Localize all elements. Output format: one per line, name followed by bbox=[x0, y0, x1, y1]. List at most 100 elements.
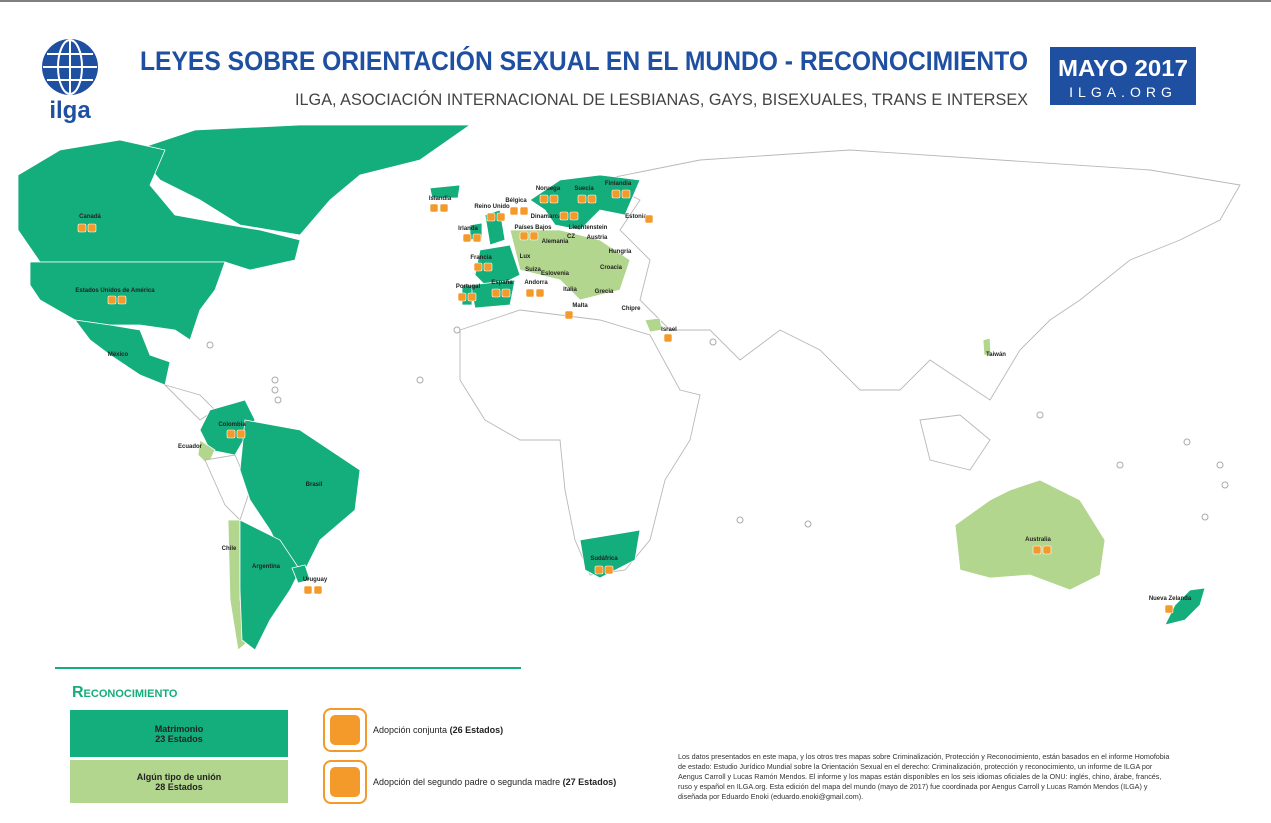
adoption-icon bbox=[529, 231, 539, 241]
adoption-icon bbox=[509, 206, 519, 216]
adoption-icon bbox=[1042, 545, 1052, 555]
adoption-icon bbox=[467, 292, 477, 302]
adoption-icons bbox=[77, 189, 1174, 614]
country-label: Lux bbox=[520, 254, 531, 260]
mexico bbox=[74, 319, 171, 386]
country-label: España bbox=[491, 280, 513, 286]
country-label: Liechtenstein bbox=[569, 225, 608, 231]
icon-count: (26 Estados) bbox=[449, 725, 504, 735]
country-label: Brasil bbox=[306, 482, 323, 488]
peru bbox=[204, 454, 251, 521]
adoption-icon bbox=[107, 295, 117, 305]
uruguay bbox=[291, 564, 311, 584]
icon-text: Adopción del segundo padre o segunda mad… bbox=[373, 777, 561, 787]
adoption-icon bbox=[519, 231, 529, 241]
adoption-icon bbox=[621, 189, 631, 199]
country-label: Irlanda bbox=[458, 226, 478, 232]
country-label: Andorra bbox=[524, 280, 548, 286]
legend-title: Reconocimiento bbox=[72, 684, 178, 701]
title: LEYES SOBRE ORIENTACIÓN SEXUAL EN EL MUN… bbox=[140, 45, 1028, 76]
country-label: Finlandia bbox=[605, 181, 632, 187]
adoption-icon bbox=[236, 429, 246, 439]
adoption-icon bbox=[525, 288, 535, 298]
adoption-icon bbox=[549, 194, 559, 204]
adoption-icon bbox=[313, 585, 323, 595]
adoption-icon bbox=[462, 233, 472, 243]
country-label: Ecuador bbox=[178, 444, 203, 450]
date: MAYO 2017 bbox=[1058, 55, 1188, 81]
country-label: Eslovenia bbox=[541, 271, 570, 277]
country-label: Suecia bbox=[574, 186, 594, 192]
country-label: Portugal bbox=[456, 284, 481, 290]
country-label: Chile bbox=[222, 546, 237, 552]
adoption-icon bbox=[559, 211, 569, 221]
argentina bbox=[239, 519, 301, 651]
adoption-icon bbox=[535, 288, 545, 298]
country-label: Sudáfrica bbox=[590, 556, 618, 562]
adoption-icon bbox=[439, 203, 449, 213]
country-label: Colombia bbox=[218, 422, 246, 428]
taiwan bbox=[982, 337, 992, 357]
legend-count: 23 Estados bbox=[155, 733, 203, 744]
country-label: Estonia bbox=[625, 214, 647, 220]
adoption-icon bbox=[483, 262, 493, 272]
country-label: México bbox=[108, 352, 129, 358]
new-zealand bbox=[1164, 587, 1206, 626]
second-parent-icon bbox=[323, 760, 367, 804]
adoption-icon bbox=[457, 292, 467, 302]
adoption-icon bbox=[594, 565, 604, 575]
adoption-icon bbox=[486, 212, 496, 222]
country-label: Países Bajos bbox=[514, 225, 552, 231]
icon-count: (27 Estados) bbox=[562, 777, 617, 787]
country-label: Malta bbox=[572, 303, 588, 309]
country-label: Dinamarca bbox=[531, 214, 562, 220]
adoption-icon bbox=[519, 206, 529, 216]
adoption-icon bbox=[473, 262, 483, 272]
country-label: Islandia bbox=[429, 196, 452, 202]
footnote: Los datos presentados en este mapa, y lo… bbox=[678, 752, 1170, 801]
date-badge bbox=[1050, 47, 1196, 105]
adoption-icon bbox=[569, 211, 579, 221]
asia bbox=[598, 149, 1241, 401]
country-label: Argentina bbox=[252, 564, 281, 570]
country-label: Austria bbox=[587, 235, 608, 241]
adoption-icon bbox=[577, 194, 587, 204]
central-europe bbox=[509, 229, 631, 301]
legend-count: 28 Estados bbox=[155, 781, 203, 792]
country-label: Noruega bbox=[536, 186, 561, 192]
icon-label: Adopción conjunta (26 Estados) bbox=[373, 725, 503, 735]
country-label: Canadá bbox=[79, 214, 101, 220]
legend-label: Algún tipo de unión bbox=[136, 771, 222, 782]
adoption-icon bbox=[429, 203, 439, 213]
country-label: Suiza bbox=[525, 267, 541, 273]
islands bbox=[206, 326, 1229, 528]
world bbox=[17, 124, 1241, 651]
country-label: Australia bbox=[1025, 537, 1051, 543]
country-label: Francia bbox=[470, 255, 492, 261]
africa bbox=[459, 309, 701, 576]
icon-text: Adopción conjunta bbox=[373, 725, 448, 735]
country-label: Croacia bbox=[600, 265, 623, 271]
adoption-icon bbox=[539, 194, 549, 204]
adoption-icon bbox=[87, 223, 97, 233]
iceland bbox=[429, 184, 461, 199]
greenland bbox=[134, 124, 472, 236]
adoption-icon bbox=[604, 565, 614, 575]
logo-text: ilga bbox=[49, 97, 91, 124]
adoption-icon bbox=[1164, 604, 1174, 614]
country-label: Uruguay bbox=[303, 577, 328, 583]
country-label: Alemania bbox=[542, 239, 569, 245]
country-label: Estados Unidos de América bbox=[75, 288, 155, 294]
country-label: Israel bbox=[661, 327, 677, 333]
adoption-icon bbox=[501, 288, 511, 298]
country-label: Hungría bbox=[609, 249, 632, 255]
south-africa bbox=[579, 529, 641, 579]
adoption-icon bbox=[491, 288, 501, 298]
icon-label: Adopción del segundo padre o segunda mad… bbox=[373, 777, 616, 787]
adoption-icon bbox=[117, 295, 127, 305]
adoption-icon bbox=[496, 212, 506, 222]
legend-union: Algún tipo de unión 28 Estados bbox=[70, 760, 288, 803]
legend-label: Matrimonio bbox=[154, 723, 204, 734]
